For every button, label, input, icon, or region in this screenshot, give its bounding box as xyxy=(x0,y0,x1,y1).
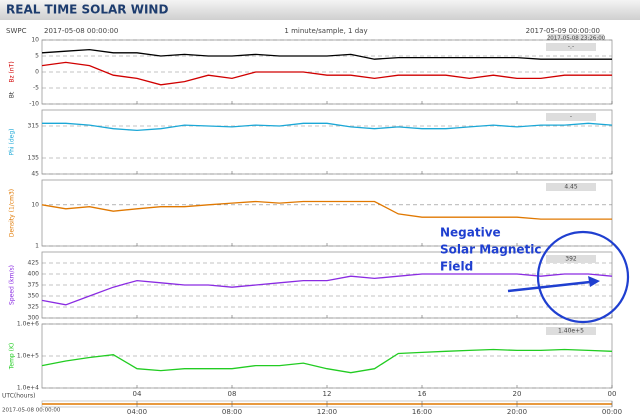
value-box xyxy=(546,113,596,121)
y-tick-label: 5 xyxy=(35,53,39,60)
source: SWPC xyxy=(6,27,27,35)
y-axis-label: Phi (deg) xyxy=(9,129,16,156)
panel xyxy=(41,109,613,175)
start-time: 2017-05-08 00:00:00 xyxy=(44,27,118,35)
annotation-text: Solar Magnetic xyxy=(440,243,541,257)
y-tick-label: 0 xyxy=(35,69,39,76)
x-tick-label: 00:00 xyxy=(602,408,622,416)
y-tick-label: 135 xyxy=(28,155,40,162)
y-axis-label: Density (1/cm3) xyxy=(9,189,16,237)
current-value: 4.45 xyxy=(564,184,578,191)
x-tick-label: 04 xyxy=(133,390,142,398)
current-value: - xyxy=(570,114,572,121)
x-axis-label: UTC(hours) xyxy=(2,393,35,400)
y-tick-label: 375 xyxy=(28,282,40,289)
series-line xyxy=(41,61,612,86)
x-tick-label: 12:00 xyxy=(317,408,337,416)
annotation-text: Field xyxy=(440,260,473,274)
y-tick-label: 1.0e+6 xyxy=(17,321,39,328)
end-time: 2017-05-09 00:00:00 xyxy=(526,27,600,35)
current-value: 1.40e+5 xyxy=(558,328,584,335)
series-line xyxy=(41,273,613,306)
series-line xyxy=(41,200,612,220)
value-box xyxy=(546,43,596,51)
y-axis-label: Bz (nT) xyxy=(9,61,16,82)
y-tick-label: -5 xyxy=(33,85,39,92)
header-bar xyxy=(0,0,640,20)
y-tick-label: 1.0e+5 xyxy=(17,353,39,360)
y-axis-label: Bt xyxy=(9,91,16,98)
y-tick-label: 10 xyxy=(31,37,39,44)
y-tick-label: 10 xyxy=(31,201,39,208)
x-tick-label: 04:00 xyxy=(127,408,147,416)
value-box xyxy=(546,327,596,335)
page-title: REAL TIME SOLAR WIND xyxy=(6,3,168,17)
y-tick-label: 425 xyxy=(28,260,40,267)
sampling: 1 minute/sample, 1 day xyxy=(284,27,367,35)
current-value: 392 xyxy=(565,256,577,263)
annotation-arrowhead xyxy=(588,276,600,287)
annotation-text: Negative xyxy=(440,226,501,240)
x-tick-label: 16:00 xyxy=(412,408,432,416)
y-axis-label: Speed (km/s) xyxy=(9,265,16,305)
panel xyxy=(41,179,613,247)
y-tick-label: 1.0e+4 xyxy=(17,385,39,392)
series-line xyxy=(42,122,613,132)
x-tick-label: 12 xyxy=(323,390,332,398)
x-tick-label: 20:00 xyxy=(507,408,527,416)
y-tick-label: 45 xyxy=(31,171,39,178)
x-tick-label: 20 xyxy=(513,390,522,398)
y-tick-label: 315 xyxy=(28,123,40,130)
annotation-circle xyxy=(536,230,630,324)
x-tick-label: 08 xyxy=(228,390,237,398)
y-tick-label: -10 xyxy=(29,101,39,108)
y-axis-label: Temp (K) xyxy=(9,343,16,371)
y-tick-label: 400 xyxy=(28,271,40,278)
y-tick-label: 1 xyxy=(35,243,39,250)
x-tick-label: 08:00 xyxy=(222,408,242,416)
x-origin: 2017-05-08 00:00:00 xyxy=(2,408,61,414)
latest-box xyxy=(548,34,604,42)
value-box xyxy=(546,183,596,191)
series-line xyxy=(41,48,612,60)
x-tick-label: 16 xyxy=(418,390,427,398)
y-tick-label: 300 xyxy=(28,315,40,322)
latest-time: 2017-05-08 23:26:00 xyxy=(547,36,606,42)
y-tick-label: 325 xyxy=(28,304,40,311)
annotation-arrow xyxy=(507,280,591,293)
current-value: -.- xyxy=(568,44,574,51)
value-box xyxy=(546,255,596,263)
x-tick-label: 00 xyxy=(608,390,617,398)
series-line xyxy=(41,348,613,374)
y-tick-label: 350 xyxy=(28,293,40,300)
